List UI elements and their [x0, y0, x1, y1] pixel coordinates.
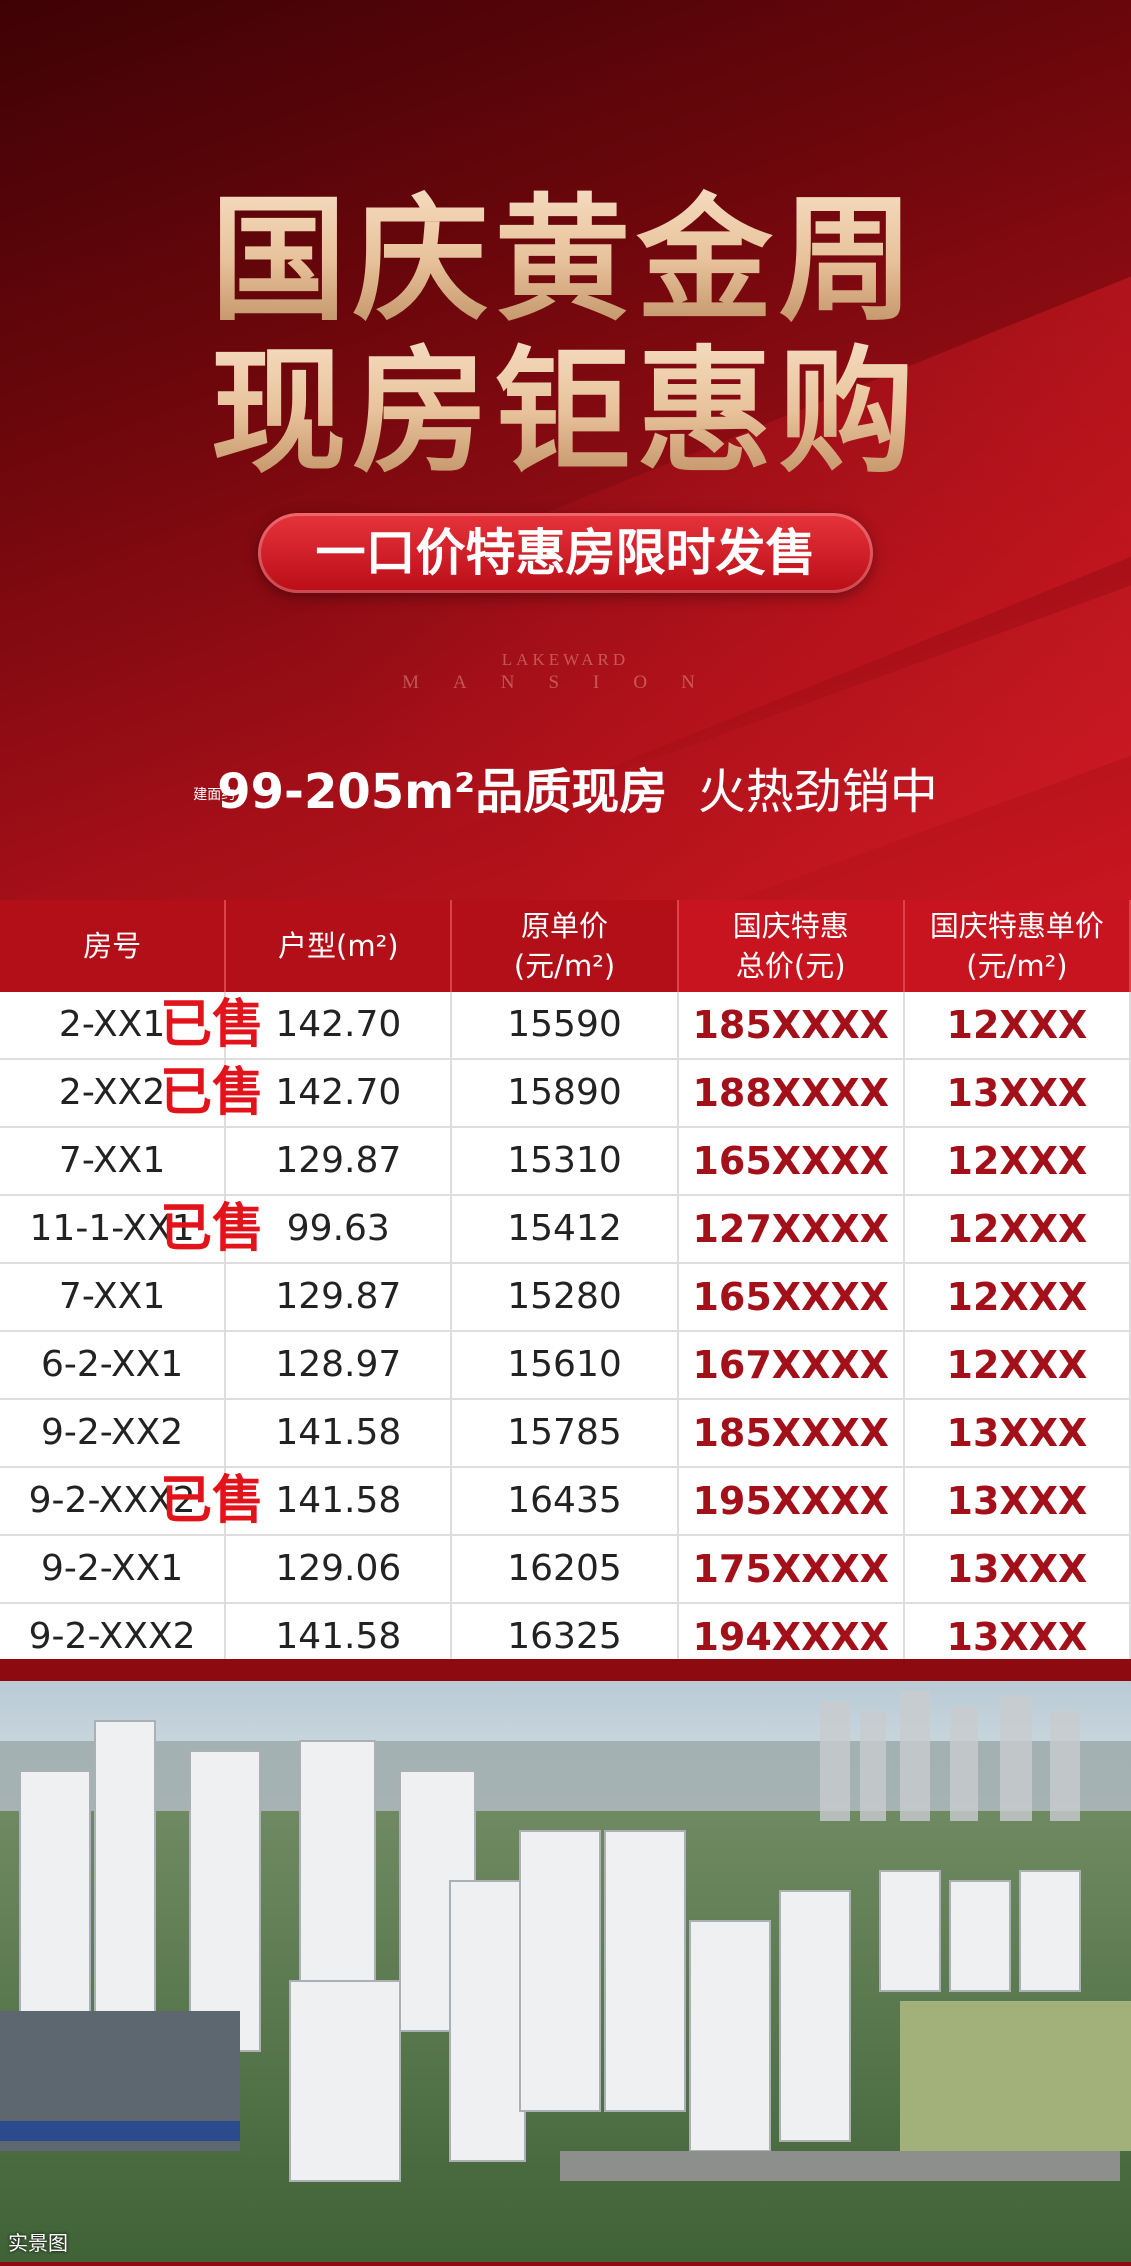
table-cell: 165XXXX — [679, 1128, 905, 1194]
table-cell: 12XXX — [905, 1264, 1131, 1330]
table-cell: 11-1-XX1 — [0, 1196, 227, 1262]
table-row: 7-XX1 129.87 15280 165XXXX 12XXX — [0, 1264, 1131, 1332]
header-row: 房号 户型(m²) 原单价 (元/m²) 国庆特惠 总价(元) 国庆特惠单价 (元/m²… — [0, 900, 1131, 992]
title: 国庆黄金周 — [0, 150, 1131, 347]
table-cell: 7-XX1 — [0, 1128, 227, 1194]
area-text: 99-205m²品质现房 — [217, 764, 668, 820]
table-cell: 12XXX — [905, 992, 1131, 1058]
table-cell: 9-2-XX2 — [0, 1400, 227, 1466]
table-cell: 13XXX — [905, 1400, 1131, 1466]
table-cell: 15890 — [452, 1060, 679, 1126]
table-row: 9-2-XXX2 141.58 16435 195XXXX 13XXX 已售 — [0, 1468, 1131, 1536]
table-cell: 12XXX — [905, 1332, 1131, 1398]
table-cell: 12XXX — [905, 1196, 1131, 1262]
slogan: 火热劲销中 — [697, 764, 938, 820]
table-cell: 16325 — [452, 1604, 679, 1670]
table-row: 2-XX1 142.70 15590 185XXXX 12XXX 已售 — [0, 992, 1131, 1060]
sold-stamp: 已售 — [160, 995, 265, 1055]
sold-stamp: 已售 — [160, 1471, 265, 1531]
table-cell: 13XXX — [905, 1060, 1131, 1126]
header-cell: 原单价 (元/m²) — [452, 900, 679, 992]
table-row: 9-2-XXX2 141.58 16325 194XXXX 13XXX — [0, 1604, 1131, 1672]
brand: LAKEWARD — [501, 650, 630, 669]
price-table: 房号 户型(m²) 原单价 (元/m²) 国庆特惠 总价(元) 国庆特惠单价 (元/m²… — [0, 900, 1131, 1672]
header-cell: 户型(m²) — [226, 900, 453, 992]
area-line: 建面约99-205m²品质现房 火热劲销中 — [0, 752, 1131, 822]
table-cell: 188XXXX — [679, 1060, 905, 1126]
table-cell: 167XXXX — [679, 1332, 905, 1398]
table-cell: 15280 — [452, 1264, 679, 1330]
table-cell: 13XXX — [905, 1536, 1131, 1602]
table-cell: 15610 — [452, 1332, 679, 1398]
header-cell: 国庆特惠单价 (元/m²) — [904, 900, 1131, 992]
title: 现房钜惠购 — [0, 302, 1131, 499]
table-cell: 15412 — [452, 1196, 679, 1262]
table-cell: 142.70 — [226, 1060, 453, 1126]
divider — [0, 1659, 1131, 1681]
table-row: 2-XX2 142.70 15890 188XXXX 13XXX 已售 — [0, 1060, 1131, 1128]
table-cell: 9-2-XXX2 — [0, 1604, 227, 1670]
table-cell: 9-2-XX1 — [0, 1536, 227, 1602]
table-cell: 13XXX — [905, 1468, 1131, 1534]
table-cell: 2-XX1 — [0, 992, 227, 1058]
header-cell: 国庆特惠 总价(元) — [678, 900, 905, 992]
sold-stamp: 已售 — [160, 1199, 265, 1259]
sold-stamp: 已售 — [160, 1063, 265, 1123]
table-row: 9-2-XX2 141.58 15785 185XXXX 13XXX — [0, 1400, 1131, 1468]
header-cell: 房号 — [0, 900, 227, 992]
banner: 国庆黄金周 现房钜惠购 一口价特惠房限时发售 LAKEWARD MANSION … — [0, 0, 1131, 900]
table-cell: 15785 — [452, 1400, 679, 1466]
table-cell: 7-XX1 — [0, 1264, 227, 1330]
table-row: 7-XX1 129.87 15310 165XXXX 12XXX — [0, 1128, 1131, 1196]
photo: 实景图 — [0, 1681, 1131, 2262]
table-cell: 175XXXX — [679, 1536, 905, 1602]
table-cell: 129.87 — [226, 1128, 453, 1194]
table-cell: 142.70 — [226, 992, 453, 1058]
area-prefix: 建面约 — [193, 786, 236, 803]
photo-illustration — [0, 1681, 1131, 2262]
table-cell: 129.87 — [226, 1264, 453, 1330]
table-cell: 128.97 — [226, 1332, 453, 1398]
table-cell: 16205 — [452, 1536, 679, 1602]
table-cell: 127XXXX — [679, 1196, 905, 1262]
table-cell: 15590 — [452, 992, 679, 1058]
table-cell: 194XXXX — [679, 1604, 905, 1670]
table-cell: 195XXXX — [679, 1468, 905, 1534]
table-cell: 141.58 — [226, 1400, 453, 1466]
table-cell: 15310 — [452, 1128, 679, 1194]
table-cell: 9-2-XXX2 — [0, 1468, 227, 1534]
table-cell: 141.58 — [226, 1604, 453, 1670]
table-cell: 165XXXX — [679, 1264, 905, 1330]
table-cell: 2-XX2 — [0, 1060, 227, 1126]
brand: MANSION — [402, 672, 729, 693]
table-cell: 12XXX — [905, 1128, 1131, 1194]
table-row: 11-1-XX1 99.63 15412 127XXXX 12XXX 已售 — [0, 1196, 1131, 1264]
table-cell: 185XXXX — [679, 1400, 905, 1466]
table-cell: 129.06 — [226, 1536, 453, 1602]
table-row: 9-2-XX1 129.06 16205 175XXXX 13XXX — [0, 1536, 1131, 1604]
photo-caption: 实景图 — [8, 2231, 68, 2255]
table-cell: 185XXXX — [679, 992, 905, 1058]
table-cell: 141.58 — [226, 1468, 453, 1534]
table-row: 6-2-XX1 128.97 15610 167XXXX 12XXX — [0, 1332, 1131, 1400]
table-cell: 6-2-XX1 — [0, 1332, 227, 1398]
table-cell: 13XXX — [905, 1604, 1131, 1670]
table-cell: 99.63 — [226, 1196, 453, 1262]
badge: 一口价特惠房限时发售 — [258, 513, 873, 593]
table-cell: 16435 — [452, 1468, 679, 1534]
